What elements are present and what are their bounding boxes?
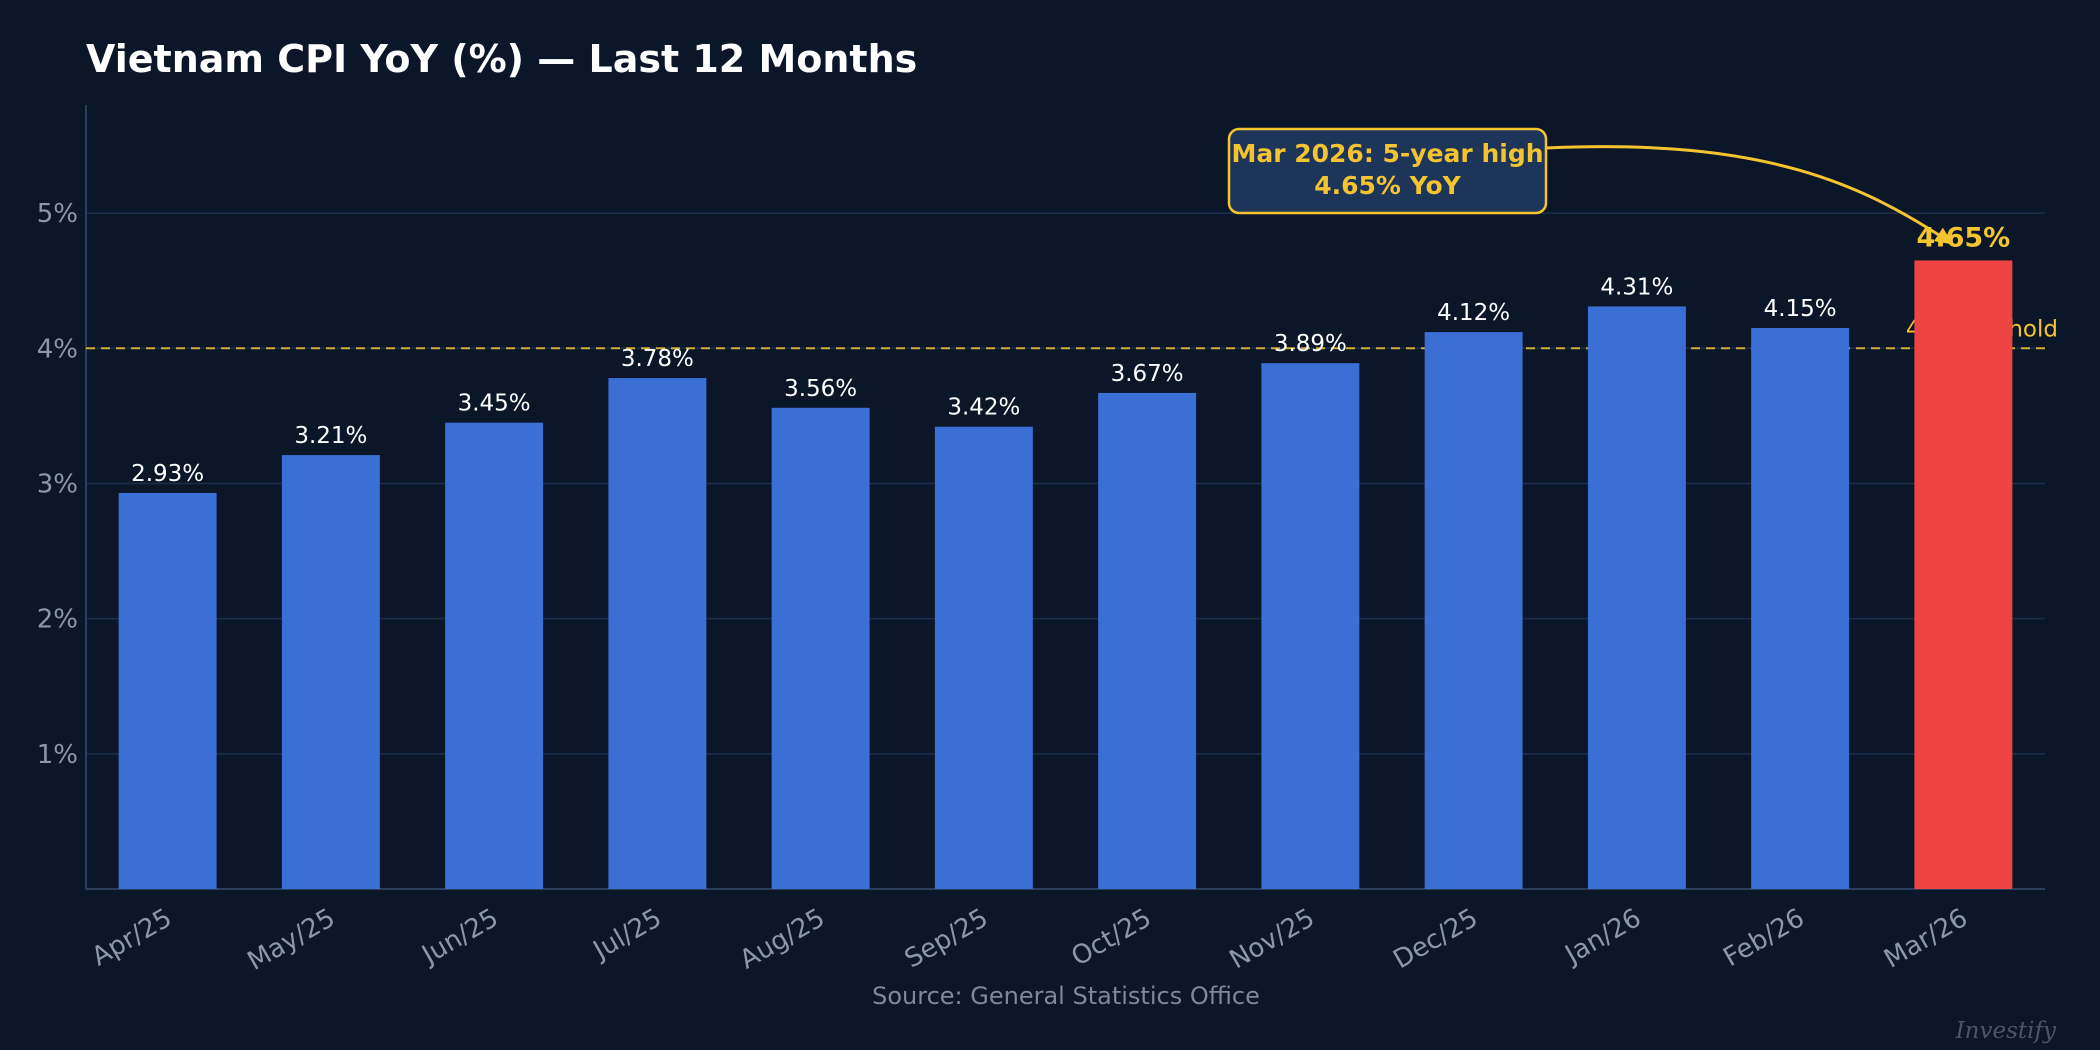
annotation-arrow (1545, 145, 1955, 246)
annotation-box (1227, 127, 1548, 215)
bar (1587, 306, 1686, 890)
data-label: 3.56% (784, 376, 857, 402)
x-tick-label: Apr/25 (87, 903, 177, 972)
data-label: 2.93% (131, 461, 204, 487)
x-tick-label: May/25 (243, 903, 341, 977)
x-tick-label: Feb/26 (1719, 903, 1810, 973)
chart-title: Vietnam CPI YoY (%) — Last 12 Months (86, 37, 917, 81)
watermark: Investify (1955, 1018, 2057, 1044)
bar (1261, 363, 1360, 889)
bar (1751, 328, 1850, 889)
bar (118, 492, 217, 889)
x-tick-label: Jun/25 (415, 903, 503, 971)
y-tick-label: 2% (37, 605, 78, 635)
data-label: 3.67% (1111, 361, 1184, 387)
y-tick-label: 3% (37, 469, 78, 499)
annotation-arrowhead (1933, 227, 1954, 245)
x-tick-layer: Apr/25 May/25 Jun/25 Jul/25 Aug/25 Sep/25 Oct/… (87, 903, 1973, 977)
bar (608, 378, 707, 889)
annotation-layer: Mar 2026: 5-year high 4.65% YoY (1227, 127, 1955, 246)
data-label: 4.12% (1437, 300, 1510, 326)
data-label: 3.45% (458, 391, 531, 417)
bar (1424, 332, 1523, 889)
data-label-layer: 2.93% 3.21% 3.45% 3.78% 3.56% 3.42% 3.67% 3.89%… (131, 222, 2010, 486)
y-tick-label: 5% (37, 199, 78, 229)
bar-highlight (1914, 260, 2013, 890)
bar (934, 426, 1033, 889)
source-note: Source: General Statistics Office (872, 982, 1260, 1010)
x-tick-label: Aug/25 (735, 903, 830, 975)
data-label: 4.65% (1917, 222, 2011, 253)
data-label: 4.31% (1600, 274, 1673, 300)
bar-layer (118, 260, 2013, 890)
bar (281, 455, 380, 889)
data-label: 4.15% (1764, 296, 1837, 322)
annotation-text: Mar 2026: 5-year high (1231, 139, 1543, 168)
data-label: 3.42% (947, 395, 1020, 421)
bar (445, 422, 544, 889)
data-label: 3.78% (621, 346, 694, 372)
x-tick-label: Sep/25 (900, 903, 994, 974)
x-tick-label: Oct/25 (1066, 903, 1156, 972)
x-tick-label: Jul/25 (587, 903, 667, 967)
x-tick-label: Nov/25 (1225, 903, 1320, 975)
axis-layer (85, 105, 2045, 890)
annotation-text: 4.65% YoY (1314, 171, 1461, 200)
x-tick-label: Mar/26 (1879, 903, 1973, 974)
bar (1098, 392, 1197, 889)
x-tick-label: Jan/26 (1559, 903, 1647, 971)
x-tick-label: Dec/25 (1388, 903, 1483, 975)
bar (771, 407, 870, 889)
data-label: 3.89% (1274, 331, 1347, 357)
y-tick-label: 1% (37, 740, 78, 770)
data-label: 3.21% (294, 423, 367, 449)
y-tick-label: 4% (37, 334, 78, 364)
